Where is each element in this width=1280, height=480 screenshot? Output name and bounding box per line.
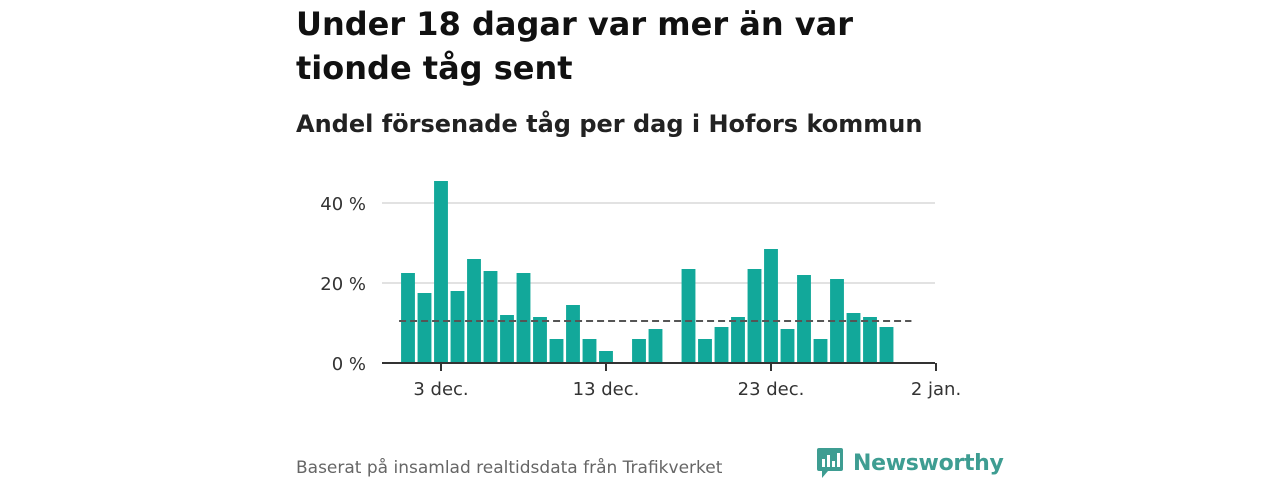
bar [516,273,531,363]
bar [434,181,448,363]
bar [813,339,828,363]
bar [599,351,613,363]
source-note: Baserat på insamlad realtidsdata från Tr… [296,458,723,478]
bar [632,339,646,363]
newsworthy-icon [817,448,843,478]
bar [648,329,663,363]
newsworthy-logo[interactable]: Newsworthy [816,446,1004,480]
x-tick-label: 2 jan. [911,379,961,400]
y-tick-label: 40 % [320,194,366,215]
bar [566,305,580,363]
bar [764,249,778,363]
chart-card: Under 18 dagar var mer än var tionde tåg… [296,0,1004,480]
bar [780,329,795,363]
bar [846,313,861,363]
bar [681,269,696,363]
brand-name: Newsworthy [853,450,1004,476]
x-tick-label: 13 dec. [573,379,640,400]
grid-lines [382,202,935,284]
bar [698,339,712,363]
bar [731,317,745,363]
bar [863,317,877,363]
bar [830,279,844,363]
y-tick-label: 20 % [320,274,366,295]
bar-series [401,181,894,363]
bar [879,327,894,363]
chart-title: Under 18 dagar var mer än var tionde tåg… [296,5,853,87]
y-tick-label: 0 % [332,354,366,375]
bar [483,271,498,363]
axes: 0 % 20 % 40 % 3 dec. 13 dec. 23 dec. 2 jan. [320,194,961,400]
bar [797,275,811,363]
bar [417,293,432,363]
bar [500,315,514,363]
bar [533,317,547,363]
chart-subtitle: Andel försenade tåg per dag i Hofors kom… [296,110,923,138]
bar [714,327,729,363]
x-tick-label: 3 dec. [413,379,468,400]
bar [450,291,465,363]
x-tick-label: 23 dec. [738,379,805,400]
bar-chart: 0 % 20 % 40 % 3 dec. 13 dec. 23 dec. 2 jan. [320,181,961,400]
bar [582,339,597,363]
bar [549,339,564,363]
bar [401,273,415,363]
bar [747,269,762,363]
bar [467,259,481,363]
